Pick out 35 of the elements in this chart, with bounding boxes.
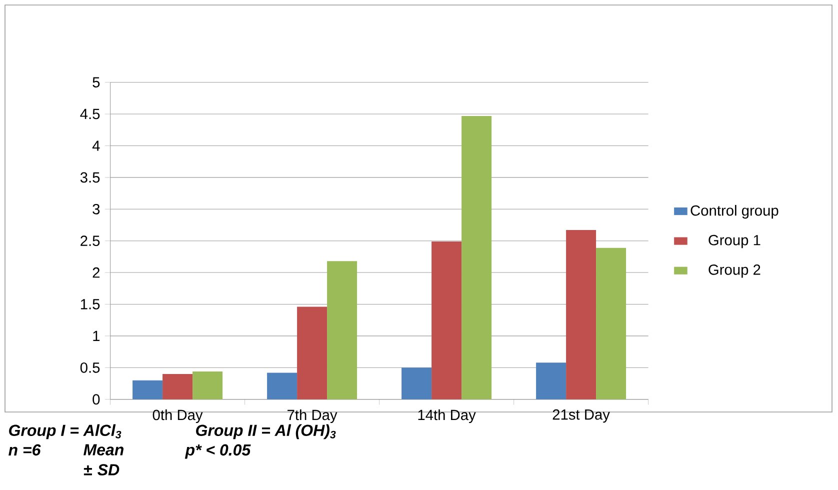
y-tick-label: 4.5 [80, 108, 100, 120]
y-tick-label: 1.5 [80, 299, 100, 310]
text: Group II = Al (OH)$_{3}$ [196, 424, 336, 440]
bar [162, 374, 193, 400]
legend-label: Group 2 [708, 264, 760, 278]
bar [327, 261, 358, 400]
x-tick-label: 0th Day [152, 409, 203, 424]
bar [432, 241, 462, 400]
bar [402, 368, 432, 400]
bar [536, 362, 566, 400]
x-tick-label: 21st Day [552, 409, 610, 423]
bar [462, 116, 492, 400]
y-tick-label: 2.5 [80, 236, 100, 246]
y-tick-label: 0 [92, 394, 100, 405]
text: Group I = AlCl$_{3}$ [9, 424, 122, 440]
text: p* < 0.05 [184, 444, 251, 459]
text: n =6 [8, 444, 41, 456]
y-tick-label: 0.5 [80, 362, 100, 373]
text: Mean ± SD [84, 444, 124, 476]
bar [297, 306, 328, 400]
y-tick-label: 2 [92, 267, 100, 278]
bar [132, 380, 163, 400]
x-tick-label: 14th Day [418, 409, 476, 424]
y-tick-label: 5 [92, 77, 100, 88]
legend-label: Control group [690, 204, 778, 219]
bar [596, 248, 626, 400]
y-tick-label: 3 [92, 204, 100, 214]
y-tick-label: 3.5 [80, 172, 100, 183]
y-tick-label: 1 [93, 330, 100, 341]
bar [566, 230, 596, 400]
bar [192, 371, 223, 400]
legend-label: Group 1 [708, 234, 760, 248]
bar [267, 372, 298, 400]
x-tick-label: 7th Day [288, 409, 338, 424]
y-tick-label: 4 [92, 140, 100, 151]
